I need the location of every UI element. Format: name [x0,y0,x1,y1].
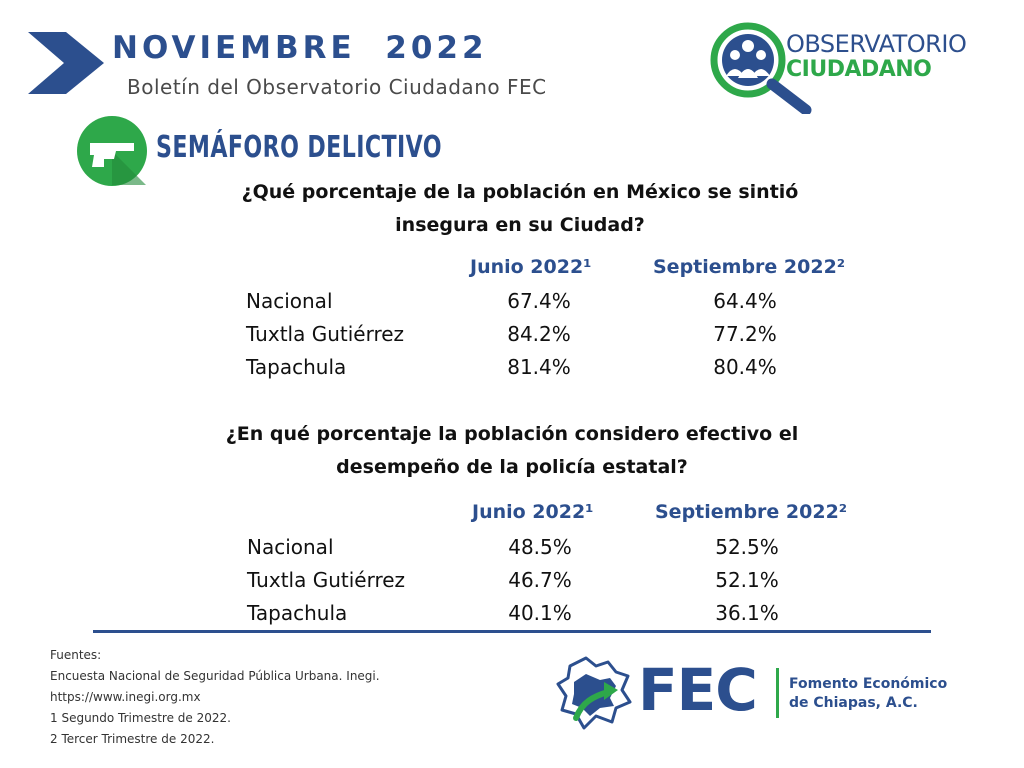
table-1-cell: 80.4% [713,355,777,379]
table-2-col-june: Junio 2022¹ [472,501,594,523]
question-2: ¿En qué porcentaje la población consider… [162,418,862,484]
table-2-col-september: Septiembre 2022² [655,501,848,523]
question-1: ¿Qué porcentaje de la población en Méxic… [170,176,870,242]
table-2-row-label: Nacional [247,535,334,559]
table-2-cell: 40.1% [508,601,572,625]
section-divider [93,630,931,633]
table-2-row-label: Tuxtla Gutiérrez [247,568,406,592]
logo-text-observatorio: OBSERVATORIO [786,30,967,58]
question-1-line-2: insegura en su Ciudad? [395,214,645,236]
table-1-col-september: Septiembre 2022² [653,256,846,278]
table-2-row-label: Tapachula [247,601,348,625]
table-2-cell: 36.1% [715,601,779,625]
table-2-cell: 52.1% [715,568,779,592]
footnote-2: 2 Tercer Trimestre de 2022. [50,732,215,746]
question-2-line-1: ¿En qué porcentaje la población consider… [225,423,799,445]
question-1-line-1: ¿Qué porcentaje de la población en Méxic… [241,181,799,203]
table-1-cell: 81.4% [507,355,571,379]
table-2-cell: 48.5% [508,535,572,559]
table-1-row-label: Tuxtla Gutiérrez [246,322,405,346]
table-2-cell: 46.7% [508,568,572,592]
fec-wordmark: FEC [638,656,758,724]
table-1-row-label: Nacional [246,289,333,313]
table-2-cell: 52.5% [715,535,779,559]
gun-icon [77,116,147,186]
observatorio-logo [710,22,812,114]
fec-name-line-2: de Chiapas, A.C. [789,695,918,711]
table-1-row-label: Tapachula [246,355,347,379]
bulletin-title: NOVIEMBRE 2022 [112,30,488,66]
footnote-link[interactable]: https://www.inegi.org.mx [50,690,201,704]
bulletin-subtitle: Boletín del Observatorio Ciudadano FEC [127,75,547,99]
section-title: SEMÁFORO DELICTIVO [156,130,443,165]
table-1-cell: 64.4% [713,289,777,313]
footnote-1: 1 Segundo Trimestre de 2022. [50,711,231,725]
footnote-heading: Fuentes: [50,648,102,662]
logo-text-ciudadano: CIUDADANO [786,57,932,82]
table-1-cell: 84.2% [507,322,571,346]
table-1-col-june: Junio 2022¹ [470,256,592,278]
chiapas-map-icon [556,656,632,730]
footnote-source: Encuesta Nacional de Seguridad Pública U… [50,669,380,683]
chevron-arrow-icon [28,32,104,94]
fec-name-line-1: Fomento Económico [789,676,948,692]
question-2-line-2: desempeño de la policía estatal? [336,456,688,478]
fec-separator [776,668,779,718]
table-1-cell: 67.4% [507,289,571,313]
table-1-cell: 77.2% [713,322,777,346]
